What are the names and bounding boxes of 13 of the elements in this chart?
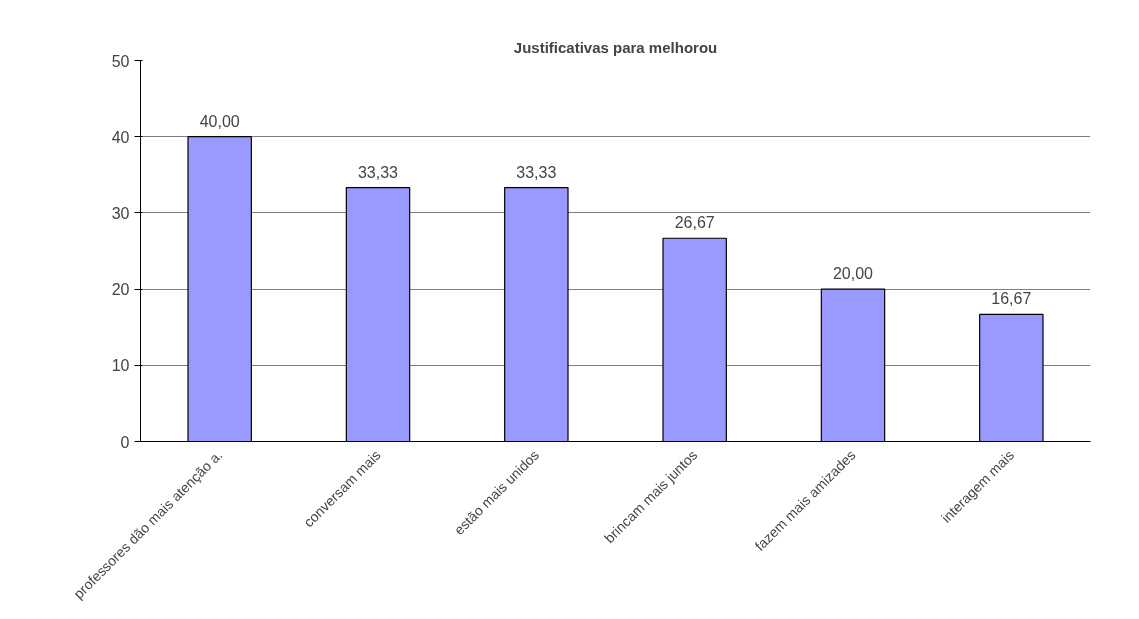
data-label: 33,33 — [357, 163, 399, 181]
y-tick-label: 20 — [111, 281, 130, 299]
data-label: 20,00 — [832, 265, 874, 283]
chart-title: Justificativas para melhorou — [513, 38, 718, 56]
data-label: 26,67 — [674, 214, 715, 232]
y-tick-label: 40 — [111, 128, 130, 146]
data-label: 40,00 — [199, 112, 240, 130]
y-tick-label: 50 — [111, 52, 130, 70]
data-label: 33,33 — [516, 163, 557, 181]
y-tick-label: 0 — [120, 433, 130, 451]
y-tick-label: 10 — [111, 357, 130, 375]
data-label: 16,67 — [991, 290, 1032, 308]
y-tick-label: 30 — [111, 204, 130, 222]
